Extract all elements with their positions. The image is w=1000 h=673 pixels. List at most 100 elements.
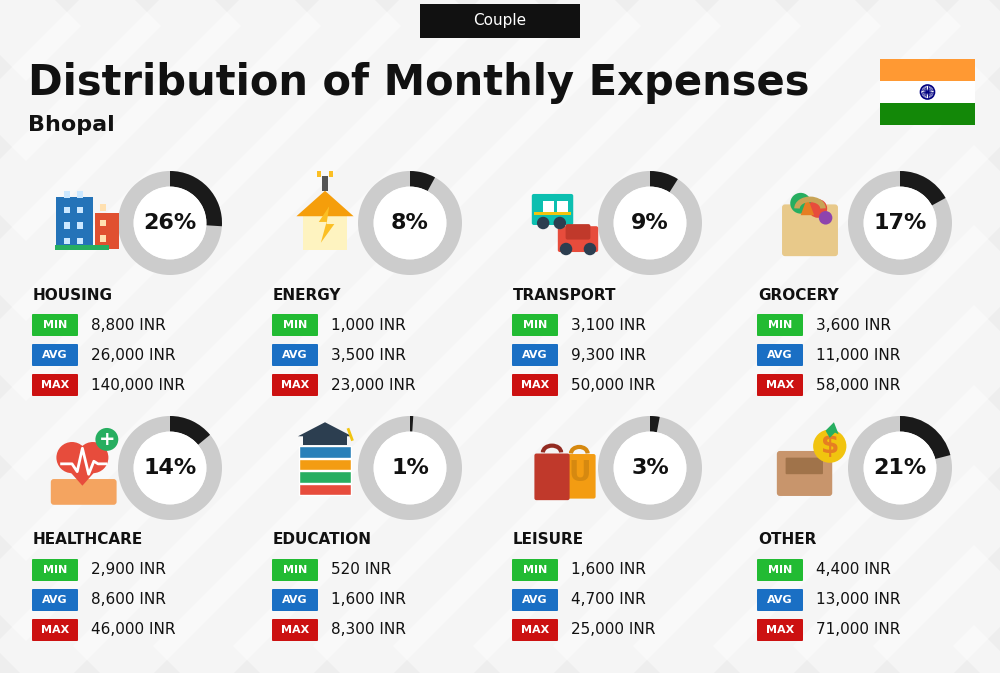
Text: MIN: MIN — [523, 320, 547, 330]
FancyBboxPatch shape — [880, 81, 975, 103]
Text: AVG: AVG — [282, 350, 308, 360]
FancyBboxPatch shape — [299, 471, 351, 483]
FancyBboxPatch shape — [512, 589, 558, 611]
FancyBboxPatch shape — [782, 205, 838, 256]
Wedge shape — [900, 416, 950, 459]
FancyBboxPatch shape — [563, 454, 596, 499]
FancyBboxPatch shape — [757, 344, 803, 366]
Circle shape — [134, 431, 206, 504]
FancyBboxPatch shape — [100, 205, 106, 211]
FancyBboxPatch shape — [512, 559, 558, 581]
Text: 4,400 INR: 4,400 INR — [816, 563, 891, 577]
FancyBboxPatch shape — [322, 176, 328, 190]
Text: MAX: MAX — [281, 625, 309, 635]
FancyBboxPatch shape — [757, 559, 803, 581]
Text: Distribution of Monthly Expenses: Distribution of Monthly Expenses — [28, 62, 810, 104]
Wedge shape — [410, 416, 413, 431]
Text: AVG: AVG — [282, 595, 308, 605]
Text: 21%: 21% — [873, 458, 927, 478]
Text: 3,100 INR: 3,100 INR — [571, 318, 646, 332]
FancyBboxPatch shape — [32, 559, 78, 581]
Text: MIN: MIN — [283, 320, 307, 330]
FancyBboxPatch shape — [777, 451, 832, 496]
Text: 520 INR: 520 INR — [331, 563, 391, 577]
Text: U: U — [568, 459, 591, 487]
FancyBboxPatch shape — [77, 223, 83, 229]
Text: EDUCATION: EDUCATION — [273, 532, 372, 548]
FancyBboxPatch shape — [32, 589, 78, 611]
FancyBboxPatch shape — [32, 344, 78, 366]
Text: 140,000 INR: 140,000 INR — [91, 378, 185, 392]
Text: MAX: MAX — [521, 625, 549, 635]
Text: 25,000 INR: 25,000 INR — [571, 623, 655, 637]
FancyBboxPatch shape — [272, 559, 318, 581]
Circle shape — [808, 199, 827, 218]
FancyBboxPatch shape — [329, 171, 333, 177]
FancyBboxPatch shape — [51, 479, 117, 505]
Text: $: $ — [821, 433, 839, 459]
Text: 1%: 1% — [391, 458, 429, 478]
Text: 46,000 INR: 46,000 INR — [91, 623, 176, 637]
Circle shape — [560, 243, 572, 255]
FancyBboxPatch shape — [95, 213, 119, 249]
FancyBboxPatch shape — [757, 619, 803, 641]
Text: 50,000 INR: 50,000 INR — [571, 378, 655, 392]
FancyBboxPatch shape — [303, 436, 347, 445]
FancyBboxPatch shape — [557, 201, 568, 211]
FancyBboxPatch shape — [64, 191, 70, 197]
FancyBboxPatch shape — [757, 374, 803, 396]
FancyBboxPatch shape — [512, 619, 558, 641]
FancyBboxPatch shape — [558, 226, 598, 252]
FancyBboxPatch shape — [272, 619, 318, 641]
FancyBboxPatch shape — [272, 589, 318, 611]
Text: MAX: MAX — [766, 380, 794, 390]
Text: 8,800 INR: 8,800 INR — [91, 318, 166, 332]
FancyBboxPatch shape — [100, 220, 106, 226]
Circle shape — [56, 442, 88, 473]
Text: Couple: Couple — [473, 13, 527, 28]
Circle shape — [134, 186, 206, 259]
Circle shape — [374, 186, 446, 259]
FancyBboxPatch shape — [512, 314, 558, 336]
Text: HEALTHCARE: HEALTHCARE — [33, 532, 143, 548]
Circle shape — [864, 186, 936, 259]
Wedge shape — [358, 171, 462, 275]
FancyBboxPatch shape — [880, 59, 975, 81]
Text: 3%: 3% — [631, 458, 669, 478]
FancyBboxPatch shape — [303, 216, 347, 250]
Text: 8,300 INR: 8,300 INR — [331, 623, 406, 637]
Text: 9,300 INR: 9,300 INR — [571, 347, 646, 363]
Text: 58,000 INR: 58,000 INR — [816, 378, 900, 392]
Text: 11,000 INR: 11,000 INR — [816, 347, 900, 363]
FancyBboxPatch shape — [56, 197, 93, 249]
Text: 13,000 INR: 13,000 INR — [816, 592, 900, 608]
Text: MAX: MAX — [766, 625, 794, 635]
Wedge shape — [170, 171, 222, 226]
Text: AVG: AVG — [42, 350, 68, 360]
Text: AVG: AVG — [767, 350, 793, 360]
Wedge shape — [358, 416, 462, 520]
Text: MIN: MIN — [523, 565, 547, 575]
FancyBboxPatch shape — [880, 103, 975, 125]
Text: 26,000 INR: 26,000 INR — [91, 347, 176, 363]
Text: 9%: 9% — [631, 213, 669, 233]
Text: Bhopal: Bhopal — [28, 115, 115, 135]
Text: 4,700 INR: 4,700 INR — [571, 592, 646, 608]
Text: 1,600 INR: 1,600 INR — [571, 563, 646, 577]
Polygon shape — [298, 422, 352, 436]
FancyBboxPatch shape — [32, 619, 78, 641]
Wedge shape — [118, 416, 222, 520]
FancyBboxPatch shape — [757, 589, 803, 611]
Text: AVG: AVG — [522, 350, 548, 360]
FancyBboxPatch shape — [272, 314, 318, 336]
FancyBboxPatch shape — [532, 194, 573, 225]
Polygon shape — [296, 190, 354, 216]
FancyBboxPatch shape — [420, 4, 580, 38]
Text: MAX: MAX — [41, 380, 69, 390]
FancyBboxPatch shape — [786, 458, 823, 474]
Circle shape — [374, 431, 446, 504]
Text: MIN: MIN — [768, 565, 792, 575]
Wedge shape — [598, 416, 702, 520]
Circle shape — [813, 429, 846, 463]
Text: ENERGY: ENERGY — [273, 287, 342, 302]
